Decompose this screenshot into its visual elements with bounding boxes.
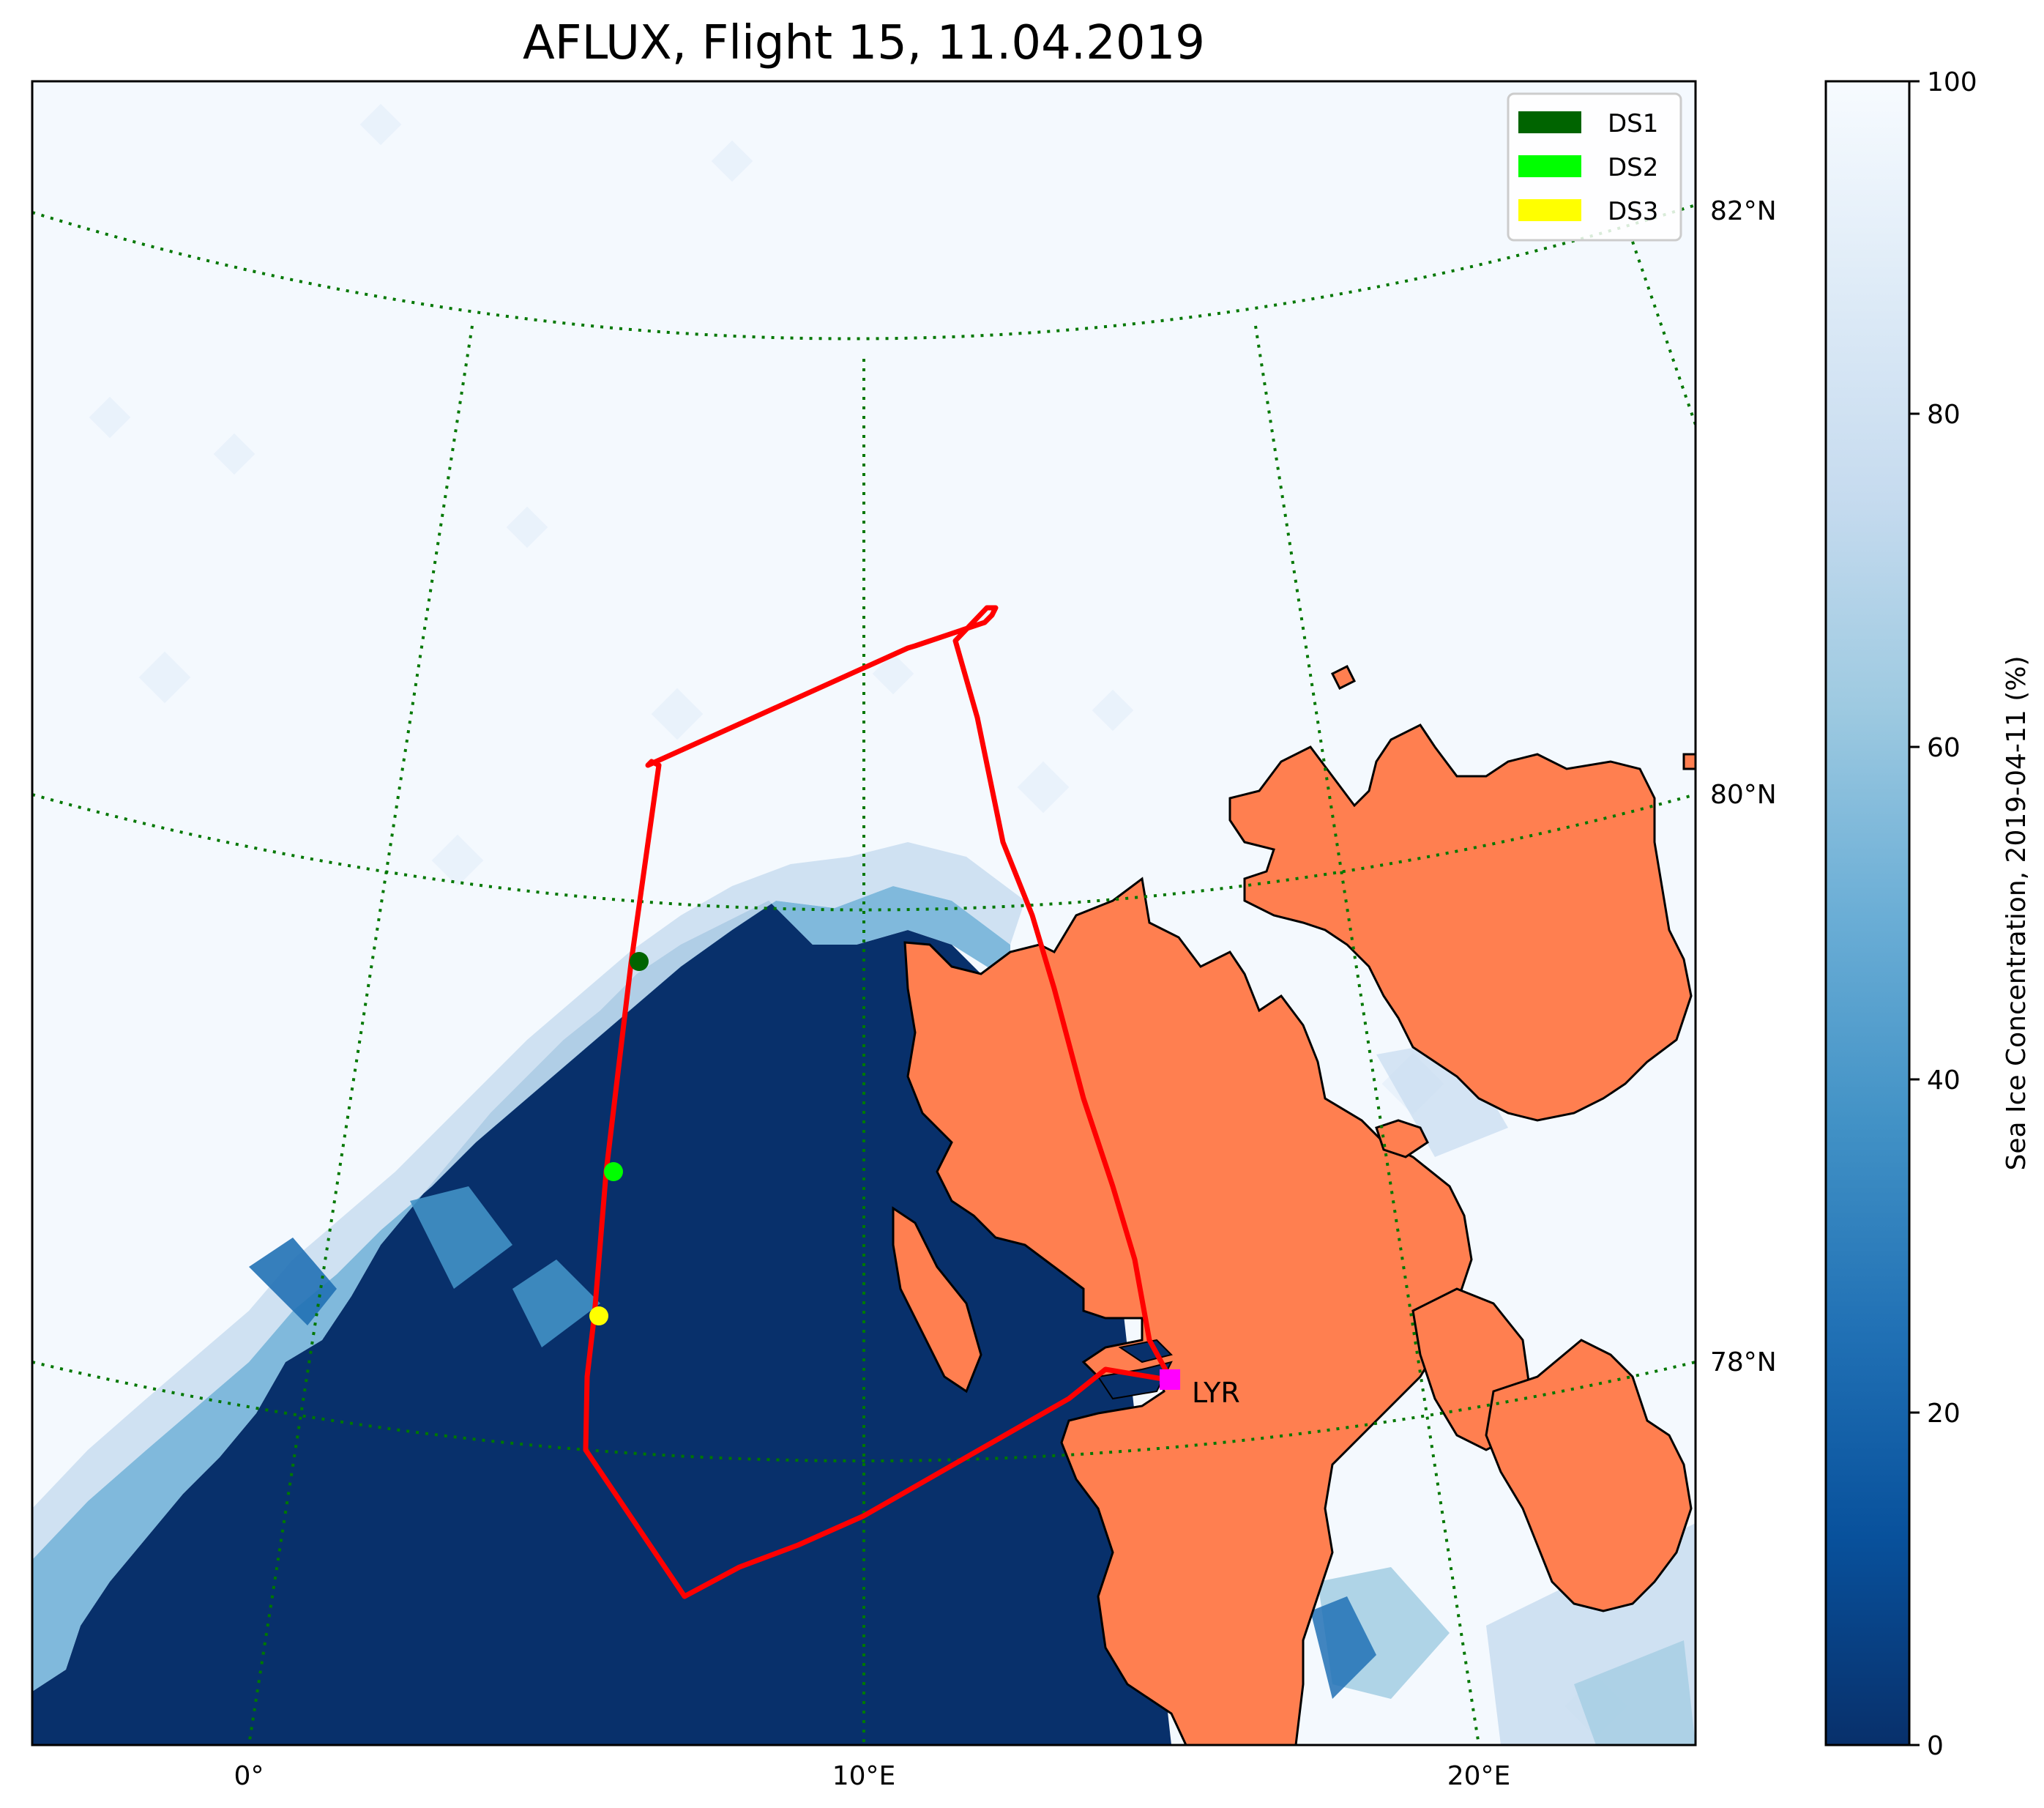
legend-swatch-ds3 <box>1518 199 1581 221</box>
meridian-30e <box>1631 241 1696 425</box>
lat-label-80n: 80°N <box>1710 780 1777 810</box>
meridian-0 <box>247 325 474 1745</box>
legend-label-ds1: DS1 <box>1608 109 1658 138</box>
graticule <box>32 204 1696 1745</box>
colorbar-tick-20: 20 <box>1927 1399 1961 1429</box>
legend-label-ds3: DS3 <box>1608 197 1658 226</box>
legend-label-ds2: DS2 <box>1608 153 1658 182</box>
airport-marker <box>1160 1369 1180 1390</box>
lat-label-78n: 78°N <box>1710 1347 1777 1377</box>
latitude-labels: 82°N 80°N 78°N <box>1710 196 1777 1377</box>
colorbar-tick-80: 80 <box>1927 400 1961 430</box>
dropsonde-ds3-marker <box>589 1306 608 1325</box>
longitude-labels: 0° 10°E 20°E <box>234 1761 1511 1791</box>
legend-swatch-ds1 <box>1518 111 1581 133</box>
parallel-78n <box>32 1361 1696 1462</box>
map-frame <box>31 80 1697 1746</box>
lat-label-82n: 82°N <box>1710 196 1777 226</box>
colorbar-label: Sea Ice Concentration, 2019-04-11 (%) <box>2002 655 2032 1170</box>
airport-label: LYR <box>1192 1377 1240 1409</box>
lon-label-0: 0° <box>234 1761 264 1791</box>
flight-track <box>583 605 1174 1599</box>
colorbar-gradient <box>1824 80 1911 1746</box>
legend-swatch-ds2 <box>1518 155 1581 177</box>
lon-label-10e: 10°E <box>832 1761 896 1791</box>
svalbard-land <box>892 664 1696 1745</box>
colorbar-tick-60: 60 <box>1927 733 1961 763</box>
map-title: AFLUX, Flight 15, 11.04.2019 <box>523 16 1205 70</box>
dropsonde-ds2-marker <box>604 1162 623 1181</box>
colorbar-tick-40: 40 <box>1927 1065 1961 1095</box>
dropsonde-ds1-marker <box>630 952 649 971</box>
lon-label-20e: 20°E <box>1447 1761 1511 1791</box>
colorbar: 100 80 60 40 20 0 Sea Ice Concentration,… <box>1824 67 2032 1761</box>
colorbar-tick-0: 0 <box>1927 1731 1944 1761</box>
colorbar-ticks <box>1909 80 1920 1746</box>
legend: DS1 DS2 DS3 <box>1507 92 1682 242</box>
map-area: LYR <box>32 81 1696 1745</box>
colorbar-tick-100: 100 <box>1927 67 1977 97</box>
colorbar-tick-labels: 100 80 60 40 20 0 <box>1927 67 1977 1761</box>
meridian-20e <box>1254 325 1480 1745</box>
